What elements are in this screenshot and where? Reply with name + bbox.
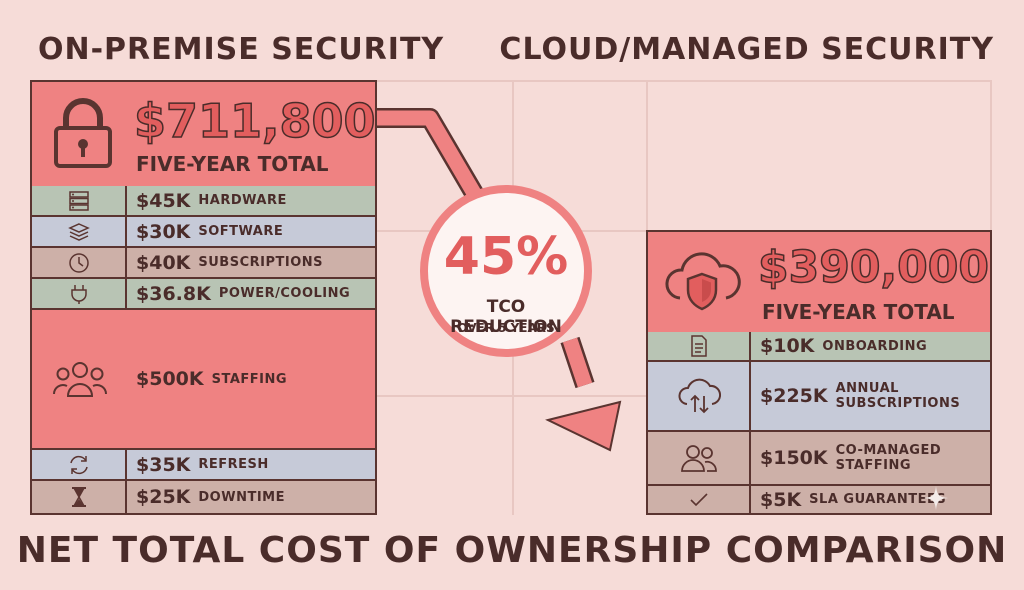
cloud-total: $390,000 (757, 241, 990, 294)
cost-row-downtime: $25K DOWNTIME (32, 481, 375, 513)
row-label: HARDWARE (198, 193, 287, 208)
row-amount: $30K (136, 220, 191, 243)
server-icon (68, 190, 89, 211)
cloud-total-label: FIVE-YEAR TOTAL (762, 300, 955, 324)
lock-icon (54, 98, 112, 168)
cost-row-annual-subscriptions: $225K ANNUAL SUBSCRIPTIONS (648, 362, 990, 432)
grid-line (646, 80, 648, 230)
people-icon (52, 362, 107, 397)
reduction-sublabel: OVER 5 YEARS (457, 321, 555, 335)
row-amount: $500K (136, 368, 204, 390)
row-amount: $150K (760, 447, 828, 469)
row-label: SLA GUARANTEES (809, 492, 947, 507)
people-icon (680, 445, 717, 472)
sparkle-icon (924, 486, 948, 510)
cost-row-power-cooling: $36.8K POWER/COOLING (32, 279, 375, 310)
grid-line (990, 80, 992, 230)
row-label: SUBSCRIPTIONS (198, 255, 323, 270)
reduction-arrow (376, 108, 622, 452)
on-premise-total: $711,800 (133, 93, 376, 149)
row-amount: $45K (136, 189, 191, 212)
cost-row-hardware: $45K HARDWARE (32, 186, 375, 217)
row-amount: $10K (760, 335, 815, 357)
cost-row-onboarding: $10K ONBOARDING (648, 332, 990, 362)
row-label: STAFFING (211, 371, 288, 387)
cost-row-subscriptions: $40K SUBSCRIPTIONS (32, 248, 375, 279)
on-premise-total-label: FIVE-YEAR TOTAL (136, 152, 329, 176)
plug-icon (70, 284, 87, 304)
row-label: ONBOARDING (822, 338, 928, 354)
row-label: REFRESH (198, 457, 269, 472)
grid-line (376, 80, 992, 82)
cloud-panel: $390,000 FIVE-YEAR TOTAL $10K ONBOARDING … (646, 230, 992, 515)
cost-row-software: $30K SOFTWARE (32, 217, 375, 248)
reduction-percent: 45% (443, 227, 569, 287)
reduction-circle: 45% TCO REDUCTION OVER 5 YEARS (420, 185, 592, 357)
cloud-title: CLOUD/MANAGED SECURITY (499, 32, 994, 67)
refresh-icon (69, 455, 88, 474)
row-amount: $225K (760, 385, 828, 407)
document-icon (690, 335, 707, 357)
on-premise-title: ON-PREMISE SECURITY (38, 32, 445, 67)
layers-icon (67, 222, 90, 241)
grid-line (376, 395, 646, 397)
cloud-sync-icon (678, 378, 721, 414)
cost-row-staffing: $500K STAFFING (32, 310, 375, 450)
cloud-shield-icon (665, 252, 741, 311)
cost-row-refresh: $35K REFRESH (32, 450, 375, 481)
on-premise-header: $711,800 FIVE-YEAR TOTAL (32, 82, 376, 188)
row-amount: $35K (136, 453, 191, 476)
check-icon (689, 492, 708, 506)
cost-row-co-managed-staffing: $150K CO-MANAGED STAFFING (648, 432, 990, 486)
comparison-title: NET TOTAL COST OF OWNERSHIP COMPARISON (16, 530, 1008, 571)
row-label: DOWNTIME (198, 489, 285, 505)
reduction-label: TCO REDUCTION (450, 297, 562, 337)
clock-icon (68, 252, 89, 273)
hourglass-icon (71, 487, 86, 507)
row-label: POWER/COOLING (218, 286, 351, 301)
on-premise-panel: $711,800 FIVE-YEAR TOTAL $45K HARDWARE $3… (30, 80, 377, 515)
row-amount: $25K (136, 486, 191, 508)
row-label-line: STAFFING (835, 458, 912, 473)
row-label-line: SUBSCRIPTIONS (835, 396, 961, 411)
row-amount: $5K (760, 488, 802, 511)
row-label: SOFTWARE (198, 224, 284, 239)
row-amount: $40K (136, 251, 191, 274)
row-label-line: ANNUAL (835, 381, 899, 396)
cloud-header: $390,000 FIVE-YEAR TOTAL (648, 232, 990, 334)
row-label-line: CO-MANAGED (835, 443, 942, 458)
arrowhead (545, 400, 622, 452)
row-amount: $36.8K (136, 282, 211, 305)
